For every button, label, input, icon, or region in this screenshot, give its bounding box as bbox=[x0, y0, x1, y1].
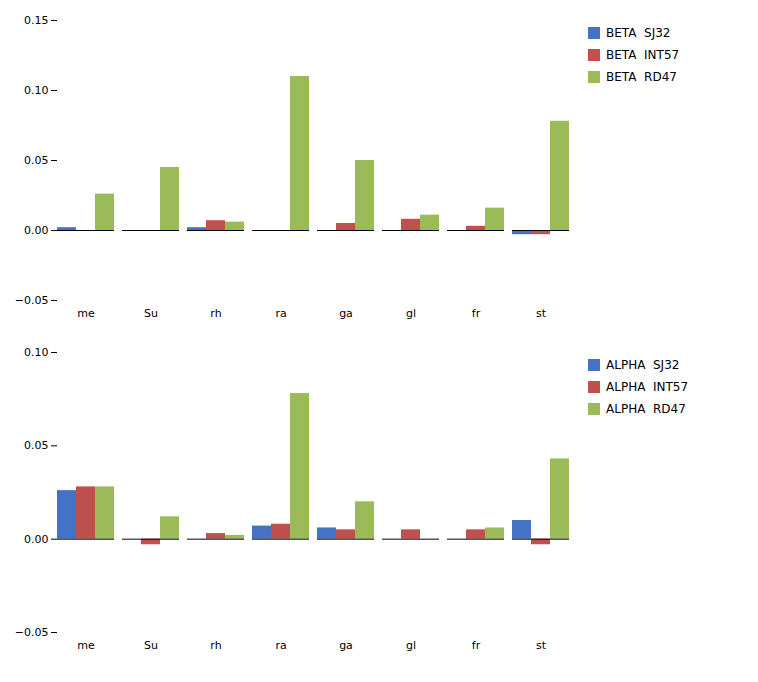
svg-text:0.05: 0.05 bbox=[24, 439, 49, 452]
svg-text:st: st bbox=[536, 639, 547, 652]
svg-text:0.00: 0.00 bbox=[24, 533, 49, 546]
svg-text:rh: rh bbox=[210, 307, 221, 320]
svg-text:0.00: 0.00 bbox=[24, 224, 49, 237]
svg-text:fr: fr bbox=[472, 307, 481, 320]
svg-text:gl: gl bbox=[406, 639, 416, 652]
html-text:BETA SJ32: BETA SJ32 bbox=[606, 26, 671, 40]
svg-text:0.10: 0.10 bbox=[24, 84, 49, 97]
svg-text:me: me bbox=[77, 307, 95, 320]
svg-text:rh: rh bbox=[210, 639, 221, 652]
svg-text:0.10: 0.10 bbox=[24, 346, 49, 359]
html-text:BETA RD47: BETA RD47 bbox=[606, 70, 677, 84]
svg-text:ra: ra bbox=[275, 639, 286, 652]
svg-text:ga: ga bbox=[339, 307, 353, 320]
svg-text:Su: Su bbox=[144, 307, 158, 320]
html-text:ALPHA INT57: ALPHA INT57 bbox=[606, 380, 689, 394]
html-text:ALPHA SJ32: ALPHA SJ32 bbox=[606, 358, 680, 372]
html-text:ALPHA RD47: ALPHA RD47 bbox=[606, 402, 686, 416]
svg-text:ga: ga bbox=[339, 639, 353, 652]
svg-text:−0.05: −0.05 bbox=[15, 294, 49, 307]
svg-text:fr: fr bbox=[472, 639, 481, 652]
svg-text:st: st bbox=[536, 307, 547, 320]
svg-text:0.15: 0.15 bbox=[24, 14, 49, 27]
html-text:BETA INT57: BETA INT57 bbox=[606, 48, 680, 62]
svg-text:ra: ra bbox=[275, 307, 286, 320]
svg-text:gl: gl bbox=[406, 307, 416, 320]
svg-text:me: me bbox=[77, 639, 95, 652]
svg-text:−0.05: −0.05 bbox=[15, 626, 49, 639]
svg-text:Su: Su bbox=[144, 639, 158, 652]
svg-text:0.05: 0.05 bbox=[24, 154, 49, 167]
